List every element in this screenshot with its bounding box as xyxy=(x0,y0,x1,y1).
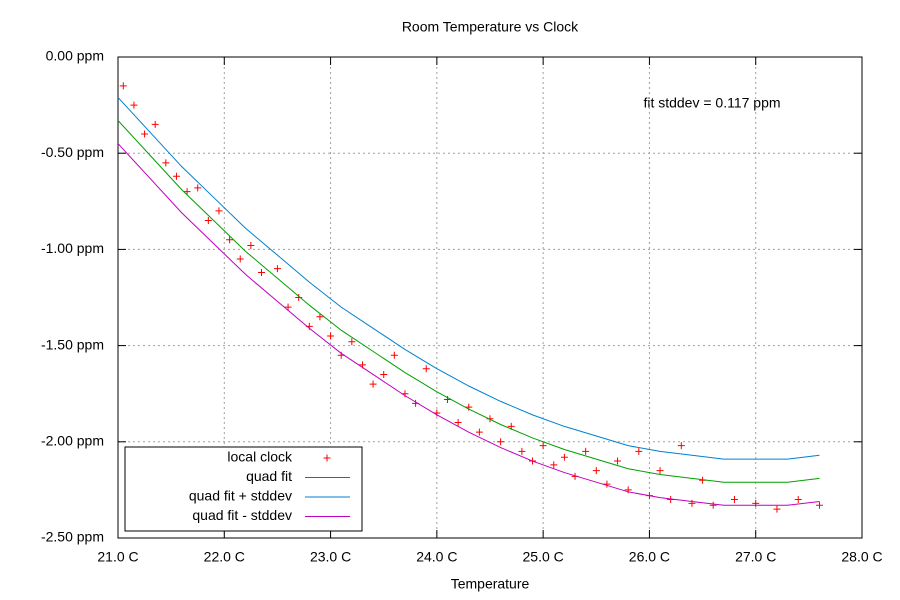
data-point xyxy=(390,351,398,359)
data-point xyxy=(151,120,159,128)
fit-line xyxy=(117,97,820,460)
y-tick-label: 0.00 ppm xyxy=(46,48,104,64)
legend-label: quad fit xyxy=(246,468,292,484)
data-point xyxy=(592,467,600,475)
data-point xyxy=(183,188,191,196)
data-point xyxy=(162,159,170,167)
data-point xyxy=(284,303,292,311)
data-point xyxy=(247,242,255,250)
data-point xyxy=(656,467,664,475)
x-tick-label: 23.0 C xyxy=(310,549,351,565)
plot-frame xyxy=(117,56,863,539)
chart-title: Room Temperature vs Clock xyxy=(402,19,579,35)
data-point xyxy=(614,457,622,465)
data-point xyxy=(550,461,558,469)
data-point xyxy=(730,496,738,504)
legend-label: quad fit + stddev xyxy=(189,488,292,504)
data-point xyxy=(815,501,823,509)
legend-label: quad fit - stddev xyxy=(192,507,292,523)
data-point xyxy=(635,447,643,455)
x-tick-label: 25.0 C xyxy=(523,549,564,565)
data-point xyxy=(454,419,462,427)
x-axis-label: Temperature xyxy=(451,576,530,592)
x-tick-label: 26.0 C xyxy=(629,549,670,565)
data-point xyxy=(709,501,717,509)
data-point xyxy=(369,380,377,388)
data-point xyxy=(475,428,483,436)
annotation: fit stddev = 0.117 ppm xyxy=(643,95,780,111)
data-point xyxy=(327,332,335,340)
y-tick-label: -2.50 ppm xyxy=(41,529,104,545)
data-point xyxy=(236,255,244,263)
x-tick-label: 21.0 C xyxy=(97,549,138,565)
data-point xyxy=(215,207,223,215)
y-tick-label: -1.50 ppm xyxy=(41,336,104,352)
y-tick-label: -1.00 ppm xyxy=(41,240,104,256)
legend-marker xyxy=(323,454,331,462)
x-tick-label: 22.0 C xyxy=(204,549,245,565)
data-point xyxy=(141,130,149,138)
data-point xyxy=(316,313,324,321)
data-point xyxy=(582,447,590,455)
y-tick-label: -2.00 ppm xyxy=(41,433,104,449)
data-point xyxy=(560,453,568,461)
data-point xyxy=(422,365,430,373)
data-point xyxy=(204,217,212,225)
x-tick-label: 27.0 C xyxy=(735,549,776,565)
data-point xyxy=(497,438,505,446)
fit-line xyxy=(117,143,820,506)
data-point xyxy=(794,496,802,504)
data-point xyxy=(119,82,127,90)
x-tick-label: 24.0 C xyxy=(416,549,457,565)
data-point xyxy=(194,184,202,192)
data-point xyxy=(226,236,234,244)
data-point xyxy=(273,265,281,273)
data-point xyxy=(130,101,138,109)
y-tick-label: -0.50 ppm xyxy=(41,144,104,160)
data-point xyxy=(603,480,611,488)
data-point xyxy=(518,447,526,455)
data-point xyxy=(172,172,180,180)
data-point xyxy=(257,268,265,276)
data-point xyxy=(677,442,685,450)
data-point xyxy=(380,370,388,378)
data-point xyxy=(348,338,356,346)
legend-label: local clock xyxy=(227,449,293,465)
x-tick-label: 28.0 C xyxy=(841,549,882,565)
fit-line xyxy=(117,120,820,483)
data-point xyxy=(295,294,303,301)
data-point xyxy=(773,505,781,513)
data-point xyxy=(539,442,547,450)
